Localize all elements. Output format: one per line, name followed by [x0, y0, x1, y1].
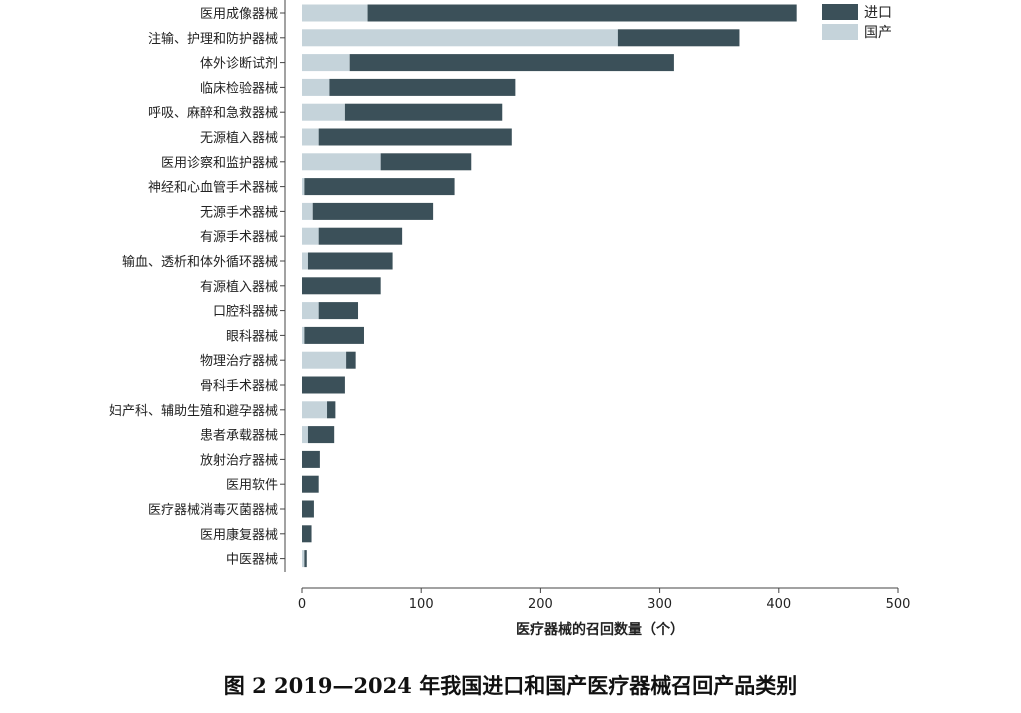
bar-segment-国产 — [302, 227, 319, 245]
bar-segment-进口 — [346, 351, 356, 369]
x-tick-label: 200 — [528, 597, 553, 612]
bar-segment-国产 — [302, 426, 308, 444]
category-label: 医用成像器械 — [200, 7, 278, 22]
bar-segment-进口 — [304, 550, 307, 568]
bar-segment-国产 — [302, 4, 368, 22]
category-labels: 医用成像器械注输、护理和防护器械体外诊断试剂临床检验器械呼吸、麻醉和急救器械无源… — [109, 7, 285, 568]
bar-segment-进口 — [302, 500, 314, 518]
x-axis-ticks: 0 100 200 300 400 500 — [298, 588, 911, 612]
bar-segment-进口 — [302, 475, 319, 493]
recall-bar-chart: 医用成像器械注输、护理和防护器械体外诊断试剂临床检验器械呼吸、麻醉和急救器械无源… — [109, 0, 911, 638]
category-label: 医用诊察和监护器械 — [161, 156, 278, 171]
bar-segment-国产 — [302, 153, 381, 171]
x-tick-label: 400 — [766, 597, 791, 612]
category-label: 医用软件 — [226, 478, 278, 493]
bar-segment-国产 — [302, 54, 350, 72]
bar-segment-国产 — [302, 401, 328, 419]
x-tick-label: 500 — [886, 597, 911, 612]
category-label: 放射治疗器械 — [200, 452, 278, 468]
bar-segment-国产 — [302, 202, 313, 220]
category-label: 口腔科器械 — [213, 305, 278, 320]
bar-segment-进口 — [307, 426, 335, 444]
legend-label-进口: 进口 — [864, 5, 892, 21]
bar-segment-进口 — [617, 29, 740, 47]
category-label: 神经和心血管手术器械 — [148, 181, 278, 196]
bar-segment-进口 — [318, 302, 359, 320]
category-label: 有源手术器械 — [200, 230, 278, 245]
bars-layer — [302, 4, 797, 568]
legend-label-国产: 国产 — [864, 25, 892, 41]
bar-segment-国产 — [302, 103, 345, 121]
bar-segment-进口 — [380, 153, 472, 171]
legend-swatch-进口 — [822, 4, 858, 20]
category-label: 物理治疗器械 — [200, 354, 278, 369]
category-label: 临床检验器械 — [200, 80, 278, 96]
category-label: 患者承载器械 — [200, 429, 278, 444]
category-label: 无源手术器械 — [200, 205, 278, 220]
bar-segment-国产 — [302, 78, 330, 96]
bar-segment-进口 — [329, 78, 516, 96]
category-label: 注输、护理和防护器械 — [148, 31, 278, 47]
category-label: 医疗器械消毒灭菌器械 — [148, 503, 278, 518]
bar-segment-进口 — [318, 227, 403, 245]
bar-segment-国产 — [302, 351, 347, 369]
bar-segment-进口 — [349, 54, 674, 72]
bar-segment-进口 — [304, 178, 455, 196]
bar-segment-国产 — [302, 326, 305, 344]
category-label: 眼科器械 — [226, 329, 278, 344]
bar-segment-国产 — [302, 550, 305, 568]
bar-segment-进口 — [302, 277, 381, 295]
category-label: 医用康复器械 — [200, 527, 278, 543]
bar-segment-国产 — [302, 252, 308, 270]
bar-segment-国产 — [302, 29, 618, 47]
bar-segment-进口 — [302, 525, 312, 543]
legend-swatch-国产 — [822, 24, 858, 40]
bar-segment-进口 — [307, 252, 393, 270]
bar-segment-进口 — [344, 103, 503, 121]
bar-segment-进口 — [327, 401, 336, 419]
bar-segment-进口 — [367, 4, 797, 22]
bar-segment-国产 — [302, 178, 305, 196]
x-tick-label: 0 — [298, 597, 306, 612]
bar-segment-进口 — [312, 202, 434, 220]
category-label: 无源植入器械 — [200, 131, 278, 146]
x-tick-label: 300 — [647, 597, 672, 612]
bar-segment-国产 — [302, 128, 319, 146]
category-label: 输血、透析和体外循环器械 — [122, 254, 278, 270]
bar-segment-进口 — [304, 326, 364, 344]
category-label: 体外诊断试剂 — [200, 57, 278, 72]
category-label: 有源植入器械 — [200, 280, 278, 295]
category-label: 骨科手术器械 — [200, 379, 278, 394]
x-tick-label: 100 — [409, 597, 434, 612]
category-label: 妇产科、辅助生殖和避孕器械 — [109, 403, 278, 419]
bar-segment-进口 — [302, 450, 320, 468]
category-label: 中医器械 — [226, 553, 278, 568]
figure-caption: 图 2 2019—2024 年我国进口和国产医疗器械召回产品类别 — [223, 673, 798, 698]
bar-segment-进口 — [302, 376, 345, 394]
x-axis-title: 医疗器械的召回数量（个） — [516, 621, 684, 638]
bar-segment-进口 — [318, 128, 512, 146]
bar-segment-国产 — [302, 302, 319, 320]
category-label: 呼吸、麻醉和急救器械 — [148, 105, 278, 121]
